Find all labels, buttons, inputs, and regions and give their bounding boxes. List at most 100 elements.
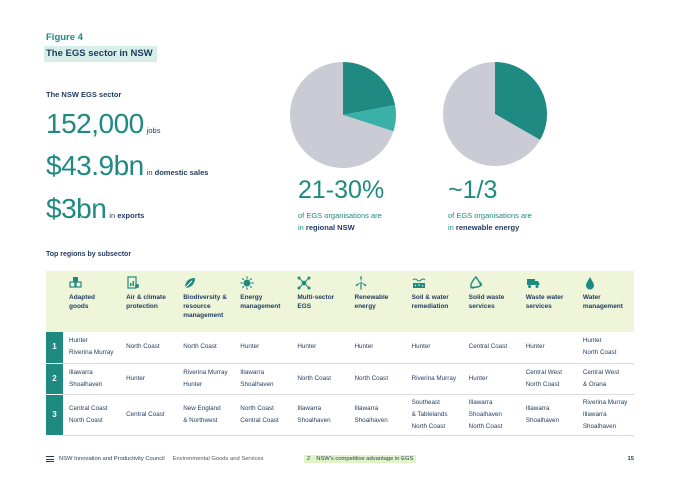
region-name: Illawarra <box>582 410 607 418</box>
stat-value: $3bn <box>46 193 107 224</box>
region-cell: Hunter <box>405 332 463 364</box>
document-chart-icon <box>126 276 173 290</box>
region-cell: Central Coast <box>462 332 520 364</box>
header-water-management: Water management <box>576 271 634 332</box>
region-cell: North Coast <box>348 363 406 395</box>
region-name: Central West <box>582 368 620 376</box>
region-cell: Illawarra Shoalhaven <box>234 363 292 395</box>
region-cell: Illawarra Shoalhaven <box>348 394 406 436</box>
region-name: & Orana <box>582 380 607 388</box>
soil-icon <box>412 276 459 290</box>
region-cell: Illawarra Shoalhaven <box>519 394 577 436</box>
region-cell: Illawarra Shoalhaven North Coast <box>462 394 520 436</box>
region-name: North Coast <box>297 374 331 382</box>
region-name: Shoalhaven <box>582 422 617 430</box>
page-number: 15 <box>627 456 634 462</box>
sector-title: The NSW EGS sector <box>46 90 122 99</box>
region-name: Riverina Murray <box>582 398 628 406</box>
stat-domestic-sales: $43.9bn in domestic sales <box>46 150 208 182</box>
region-name: North Coast <box>183 343 217 351</box>
region-name: Illawarra <box>69 368 93 376</box>
region-name: Hunter <box>126 374 145 382</box>
stat-unit: in exports <box>109 211 145 220</box>
region-name: North Coast <box>411 422 446 430</box>
stat-value: $43.9bn <box>46 150 144 181</box>
region-cell: Central Coast North Coast <box>63 394 121 436</box>
regions-table: Adapted goods Air & climate protection B… <box>46 271 634 436</box>
region-name: & Northwest <box>183 416 218 424</box>
pie-regional-desc: of EGS organisations are in regional NSW <box>298 211 382 232</box>
footer-chapter[interactable]: 2 NSW's competitive advantage in EGS <box>304 455 417 463</box>
region-cell: Central West North Coast <box>519 363 577 395</box>
region-cell: Hunter <box>348 332 406 364</box>
region-name: Southeast <box>411 398 440 406</box>
header-energy-management: Energy management <box>234 271 292 332</box>
region-name: New England <box>183 404 221 412</box>
region-name: Central Coast <box>126 410 165 418</box>
truck-icon <box>526 276 573 290</box>
pie-regional <box>290 62 396 168</box>
region-cell: Riverina Murray Illawarra Shoalhaven <box>576 394 634 436</box>
region-name: Hunter <box>297 343 317 351</box>
region-cell: Illawarra Shoalhaven <box>63 363 121 395</box>
region-name: North Coast <box>240 404 274 412</box>
region-cell: Central West & Orana <box>576 363 634 395</box>
region-name: Shoalhaven <box>468 410 502 418</box>
pie-slice <box>495 62 547 140</box>
region-cell: North Coast <box>291 363 349 395</box>
region-name: North Coast <box>525 380 560 388</box>
table-header-row: Adapted goods Air & climate protection B… <box>46 271 634 332</box>
region-cell: Hunter <box>120 363 178 395</box>
region-name: Hunter <box>525 343 545 351</box>
recycle-icon <box>469 276 516 290</box>
region-cell: Southeast & Tablelands North Coast <box>405 394 463 436</box>
region-cell: Riverina Murray <box>405 363 463 395</box>
region-name: Hunter <box>69 337 88 345</box>
pie-regional-value: 21-30% <box>298 176 385 204</box>
region-cell: Hunter North Coast <box>576 332 634 364</box>
region-name: Shoalhaven <box>354 416 388 424</box>
region-name: Illawarra <box>240 368 265 376</box>
region-name: Shoalhaven <box>240 380 274 388</box>
header-biodiversity: Biodiversity & resource management <box>177 271 235 332</box>
region-cell: North Coast <box>177 332 235 364</box>
water-drop-icon <box>583 276 630 290</box>
leaf-icon <box>183 276 230 290</box>
region-cell: Central Coast <box>120 394 178 436</box>
header-solid-waste: Solid waste services <box>462 271 520 332</box>
region-name: North Coast <box>468 422 503 430</box>
region-name: Riverina Murray <box>183 368 228 376</box>
stat-jobs: 152,000 jobs <box>46 108 160 140</box>
region-name: Hunter <box>240 343 260 351</box>
header-air-climate: Air & climate protection <box>120 271 178 332</box>
stat-exports: $3bn in exports <box>46 193 144 225</box>
region-name: North Coast <box>582 349 617 357</box>
pie-renewable <box>443 62 547 166</box>
region-name: Hunter <box>411 343 431 351</box>
pie-slice <box>343 62 396 115</box>
region-cell: New England & Northwest <box>177 394 235 436</box>
rank-cell: 1 <box>46 332 63 364</box>
stat-unit: in domestic sales <box>146 168 209 177</box>
footer-subtitle: Environmental Goods and Services <box>172 456 264 462</box>
figure-label: Figure 4 <box>46 32 83 43</box>
boxes-icon <box>69 276 116 290</box>
region-name: Illawarra <box>525 404 550 412</box>
table-row: 3 Central Coast North Coast Central Coast Ne… <box>46 394 634 436</box>
region-name: Hunter <box>183 380 203 388</box>
pie-renewable-value: ~1/3 <box>448 176 498 204</box>
table-row: 1 Hunter Riverina Murray North Coast North C… <box>46 332 634 364</box>
region-name: Central Coast <box>468 343 508 351</box>
region-name: North Coast <box>354 374 389 382</box>
network-icon <box>297 276 344 290</box>
region-cell: Hunter <box>462 363 520 395</box>
region-cell: Riverina Murray Hunter <box>177 363 235 395</box>
region-cell: North Coast Central Coast <box>234 394 292 436</box>
menu-icon[interactable] <box>46 456 54 462</box>
region-name: Riverina Murray <box>411 374 457 382</box>
region-name: North Coast <box>69 416 103 424</box>
region-cell: Illawarra Shoalhaven <box>291 394 349 436</box>
footer: NSW Innovation and Productivity Council … <box>46 455 634 463</box>
footer-org: NSW Innovation and Productivity Council <box>59 456 165 462</box>
region-name: Hunter <box>354 343 374 351</box>
